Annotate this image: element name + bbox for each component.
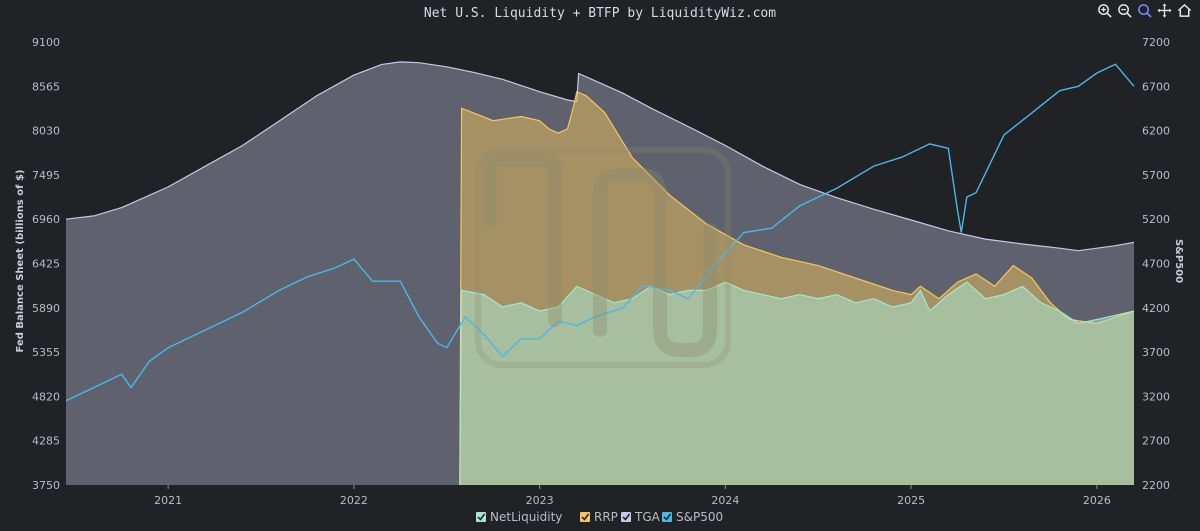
zoom-out-icon[interactable] <box>1117 3 1132 18</box>
y2-tick-label: 7200 <box>1142 36 1170 49</box>
series-sp500-line <box>65 63 1135 402</box>
y2-axis-label: S&P500 <box>1173 239 1184 283</box>
y2-tick-label: 5700 <box>1142 169 1170 182</box>
chart-title: Net U.S. Liquidity + BTFP by LiquidityWi… <box>424 6 776 21</box>
legend-label: S&P500 <box>676 510 723 524</box>
y-tick-label: 7495 <box>32 169 60 182</box>
y-tick-label: 5355 <box>32 346 60 359</box>
y-tick-label: 9100 <box>32 36 60 49</box>
series-rrp-line <box>459 90 1135 486</box>
y2-tick-label: 3200 <box>1142 390 1170 403</box>
legend-swatch <box>662 512 672 522</box>
y-tick-label: 8565 <box>32 80 60 93</box>
checkmark-icon <box>477 513 486 521</box>
y-tick-label: 3750 <box>32 479 60 492</box>
zoom-in-icon[interactable] <box>1097 3 1112 18</box>
legend-item-rrp[interactable]: RRP <box>580 510 618 524</box>
y-tick-label: 4285 <box>32 435 60 448</box>
legend-label: TGA <box>634 510 661 524</box>
watermark-shape <box>483 153 717 357</box>
y-tick-label: 6425 <box>32 258 60 271</box>
watermark-frame <box>475 147 731 368</box>
y2-tick-label: 2200 <box>1142 479 1170 492</box>
plot-area[interactable] <box>65 42 1135 486</box>
x-tick-label: 2022 <box>340 494 368 507</box>
legend[interactable]: NetLiquidity RRP TGA S&P500 <box>476 510 723 524</box>
y-tick-label: 4820 <box>32 390 60 403</box>
x-tick-label: 2021 <box>154 494 182 507</box>
y2-tick-label: 2700 <box>1142 435 1170 448</box>
watermark-logo <box>475 147 731 368</box>
series-netliquidity-line <box>459 281 1135 486</box>
pan-icon[interactable] <box>1157 3 1172 18</box>
legend-item-tga[interactable]: TGA <box>621 510 661 524</box>
x-tick-label: 2023 <box>526 494 554 507</box>
checkmark-icon <box>622 513 631 521</box>
x-tick-label: 2026 <box>1083 494 1111 507</box>
y-axis-label: Fed Balance Sheet (billions of $) <box>15 170 26 353</box>
series-netliquidity-area <box>459 282 1134 485</box>
y2-tick-label: 4200 <box>1142 302 1170 315</box>
legend-swatch <box>476 512 486 522</box>
y2-tick-label: 5200 <box>1142 213 1170 226</box>
chart-toolbar <box>1097 3 1192 18</box>
series-tga-line <box>65 61 1135 252</box>
x-tick-label: 2024 <box>711 494 739 507</box>
legend-label: NetLiquidity <box>490 510 562 524</box>
home-icon[interactable] <box>1177 3 1192 18</box>
legend-item-netliquidity[interactable]: NetLiquidity <box>476 510 562 524</box>
axes: 3750 4285 4820 5355 5890 6425 6960 7495 8030 8565… <box>32 36 1170 507</box>
y-tick-label: 5890 <box>32 302 60 315</box>
y-tick-label: 8030 <box>32 125 60 138</box>
legend-swatch <box>621 512 631 522</box>
legend-item-sp500[interactable]: S&P500 <box>662 510 723 524</box>
x-tick-label: 2025 <box>897 494 925 507</box>
y2-tick-label: 6700 <box>1142 80 1170 93</box>
y2-tick-label: 6200 <box>1142 125 1170 138</box>
y-tick-label: 6960 <box>32 213 60 226</box>
legend-swatch <box>580 512 590 522</box>
magnifier-icon[interactable] <box>1137 3 1152 18</box>
y2-tick-label: 4700 <box>1142 258 1170 271</box>
checkmark-icon <box>663 513 672 521</box>
checkmark-icon <box>581 513 590 521</box>
y2-tick-label: 3700 <box>1142 346 1170 359</box>
legend-label: RRP <box>594 510 618 524</box>
